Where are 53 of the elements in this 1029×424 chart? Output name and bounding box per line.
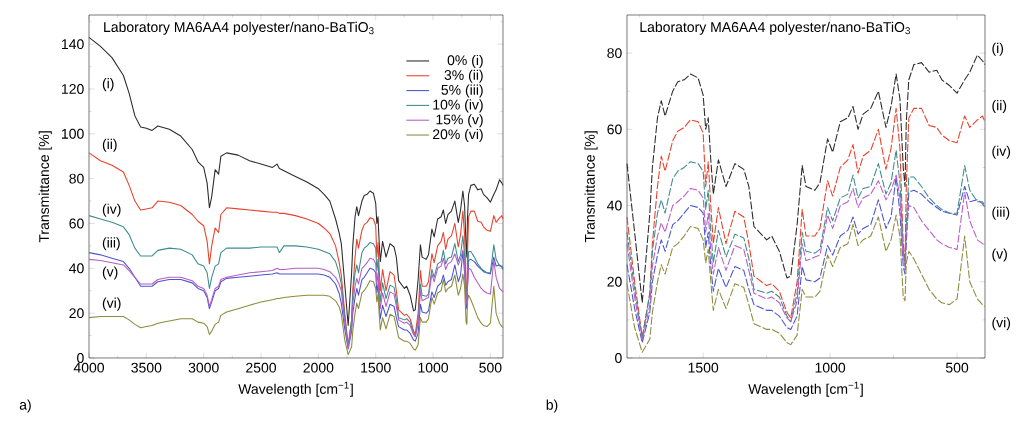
y-tick-label: 80	[69, 173, 84, 184]
text: (ii)	[992, 100, 1007, 114]
text: (iii)	[992, 206, 1010, 220]
x-tick-label: 500	[945, 362, 969, 373]
line-series	[626, 54, 986, 304]
text: (v)	[992, 248, 1007, 262]
x-tick-label: 2000	[303, 362, 334, 373]
text: (iv)	[992, 145, 1011, 159]
annotation: (i)	[102, 78, 114, 92]
x-tick-label: 3500	[131, 362, 162, 373]
legend-label: 3% (ii)	[444, 69, 483, 83]
y-tick-label: 120	[62, 84, 84, 94]
chart-title: Laboratory MA6AA4 polyester/nano-BaTiO$_{3}$	[104, 21, 374, 35]
text: (vi)	[992, 317, 1011, 331]
x-tick-label: 1500	[688, 362, 719, 373]
y-tick-label: 0	[77, 353, 84, 363]
annotation: (iv)	[102, 203, 121, 217]
text: a)	[19, 399, 31, 413]
legend-label: 20% (vi)	[433, 128, 483, 142]
annotation: (ii)	[102, 138, 117, 152]
y-tick-label: 40	[69, 263, 84, 274]
legend-label: 15% (v)	[436, 114, 483, 128]
x-axis-title: Wavelength [cm$^{−1}$]	[238, 381, 353, 397]
y-tick-label: 60	[607, 124, 622, 135]
legend-label: 10% (iv)	[433, 99, 483, 113]
legend-label: 0% (i)	[447, 54, 483, 68]
annotation: (v)	[102, 266, 118, 280]
annotation: (iii)	[102, 237, 120, 251]
x-axis-title: Wavelength [cm$^{−1}$]	[748, 381, 863, 397]
chart-title: Laboratory MA6AA4 polyester/nano-BaTiO$_{3}$	[640, 21, 910, 35]
x-tick-label: 1500	[361, 362, 391, 373]
x-tick-label: 3000	[188, 362, 219, 373]
y-tick-label: 0	[615, 353, 622, 363]
y-tick-label: 80	[607, 48, 622, 59]
y-tick-label: 20	[69, 308, 84, 319]
text: b)	[546, 399, 558, 413]
text: (i)	[992, 42, 1004, 56]
line-series	[626, 107, 986, 338]
line-series	[88, 36, 504, 327]
x-tick-label: 1000	[418, 362, 449, 373]
y-tick-label: 140	[62, 39, 84, 50]
annotation: (vi)	[102, 297, 121, 311]
y-tick-label: 100	[62, 128, 84, 139]
y-tick-label: 40	[607, 200, 622, 211]
y-tick-label: 60	[69, 218, 84, 229]
legend-label: 5% (iii)	[441, 84, 483, 98]
y-axis-title: Transmittance [%]	[38, 131, 52, 243]
x-tick-label: 500	[479, 362, 502, 373]
y-tick-label: 20	[607, 276, 622, 287]
x-tick-label: 1000	[815, 362, 846, 373]
x-tick-label: 2500	[246, 362, 277, 373]
x-tick-label: 4000	[73, 362, 105, 373]
y-axis-title: Transmittance [%]	[584, 131, 598, 243]
